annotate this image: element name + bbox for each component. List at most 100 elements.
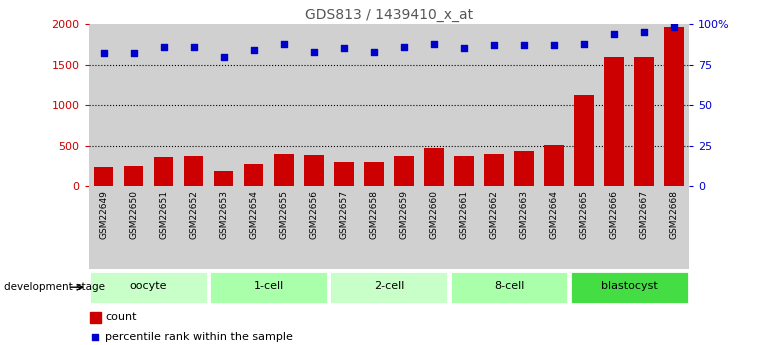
- Bar: [334, 161, 353, 186]
- Bar: [629, 186, 659, 269]
- Text: GSM22654: GSM22654: [249, 190, 258, 239]
- Point: [217, 54, 229, 59]
- Bar: [149, 24, 179, 186]
- Bar: [269, 24, 299, 186]
- Bar: [569, 24, 599, 186]
- Text: 8-cell: 8-cell: [494, 282, 524, 292]
- Bar: [329, 186, 359, 269]
- Bar: [539, 24, 569, 186]
- Point: [277, 41, 290, 46]
- Bar: [539, 186, 569, 269]
- Point: [157, 44, 169, 50]
- Text: count: count: [105, 312, 136, 322]
- Point: [668, 24, 681, 30]
- Text: 2-cell: 2-cell: [373, 282, 404, 292]
- FancyBboxPatch shape: [89, 270, 208, 304]
- Text: GSM22653: GSM22653: [219, 190, 228, 239]
- Bar: [484, 154, 504, 186]
- Bar: [89, 24, 119, 186]
- Bar: [154, 157, 173, 186]
- Bar: [599, 24, 629, 186]
- Bar: [449, 24, 479, 186]
- Point: [638, 29, 650, 35]
- Bar: [604, 57, 624, 186]
- Bar: [304, 155, 323, 186]
- Text: 1-cell: 1-cell: [253, 282, 284, 292]
- Text: percentile rank within the sample: percentile rank within the sample: [105, 332, 293, 342]
- Text: GSM22662: GSM22662: [490, 190, 498, 239]
- Text: blastocyst: blastocyst: [601, 282, 658, 292]
- Bar: [569, 186, 599, 269]
- Bar: [244, 164, 263, 186]
- Bar: [514, 151, 534, 186]
- Point: [488, 42, 500, 48]
- Bar: [209, 24, 239, 186]
- Bar: [179, 24, 209, 186]
- Title: GDS813 / 1439410_x_at: GDS813 / 1439410_x_at: [305, 8, 473, 22]
- Point: [188, 44, 200, 50]
- Bar: [239, 24, 269, 186]
- Bar: [629, 24, 659, 186]
- Bar: [389, 24, 419, 186]
- Point: [368, 49, 380, 55]
- Bar: [299, 186, 329, 269]
- Point: [428, 41, 440, 46]
- Text: GSM22667: GSM22667: [640, 190, 648, 239]
- Bar: [359, 24, 389, 186]
- FancyBboxPatch shape: [330, 270, 448, 304]
- Text: GSM22657: GSM22657: [340, 190, 348, 239]
- Point: [248, 47, 260, 53]
- Text: oocyte: oocyte: [130, 282, 167, 292]
- FancyBboxPatch shape: [209, 270, 328, 304]
- Point: [548, 42, 561, 48]
- FancyBboxPatch shape: [570, 270, 688, 304]
- Bar: [389, 186, 419, 269]
- Point: [127, 51, 140, 56]
- Text: GSM22656: GSM22656: [310, 190, 318, 239]
- Bar: [659, 186, 689, 269]
- Text: GSM22665: GSM22665: [580, 190, 588, 239]
- Bar: [449, 186, 479, 269]
- Point: [307, 49, 320, 55]
- Bar: [269, 186, 299, 269]
- Point: [397, 44, 410, 50]
- Bar: [634, 57, 654, 186]
- Bar: [419, 186, 449, 269]
- Bar: [544, 145, 564, 186]
- Bar: [359, 186, 389, 269]
- Bar: [179, 186, 209, 269]
- Text: GSM22652: GSM22652: [189, 190, 198, 239]
- Bar: [659, 24, 689, 186]
- Text: development stage: development stage: [4, 282, 105, 292]
- Bar: [124, 166, 143, 186]
- Point: [337, 46, 350, 51]
- Bar: [574, 95, 594, 186]
- Text: GSM22650: GSM22650: [129, 190, 138, 239]
- Point: [608, 31, 621, 37]
- Bar: [479, 24, 509, 186]
- Bar: [119, 186, 149, 269]
- Bar: [89, 186, 119, 269]
- Bar: [479, 186, 509, 269]
- Bar: [454, 156, 474, 186]
- Text: GSM22663: GSM22663: [520, 190, 528, 239]
- Bar: [94, 167, 113, 186]
- Text: GSM22655: GSM22655: [280, 190, 288, 239]
- Point: [97, 51, 110, 56]
- Bar: [149, 186, 179, 269]
- Bar: [329, 24, 359, 186]
- Bar: [665, 27, 684, 186]
- Text: GSM22658: GSM22658: [370, 190, 378, 239]
- Text: GSM22664: GSM22664: [550, 190, 558, 239]
- FancyBboxPatch shape: [450, 270, 568, 304]
- Bar: [299, 24, 329, 186]
- Bar: [184, 156, 203, 186]
- Point: [293, 247, 305, 253]
- Text: GSM22660: GSM22660: [430, 190, 438, 239]
- Bar: [119, 24, 149, 186]
- Point: [517, 42, 530, 48]
- Bar: [364, 162, 383, 186]
- Text: GSM22668: GSM22668: [670, 190, 678, 239]
- Bar: [599, 186, 629, 269]
- Bar: [239, 186, 269, 269]
